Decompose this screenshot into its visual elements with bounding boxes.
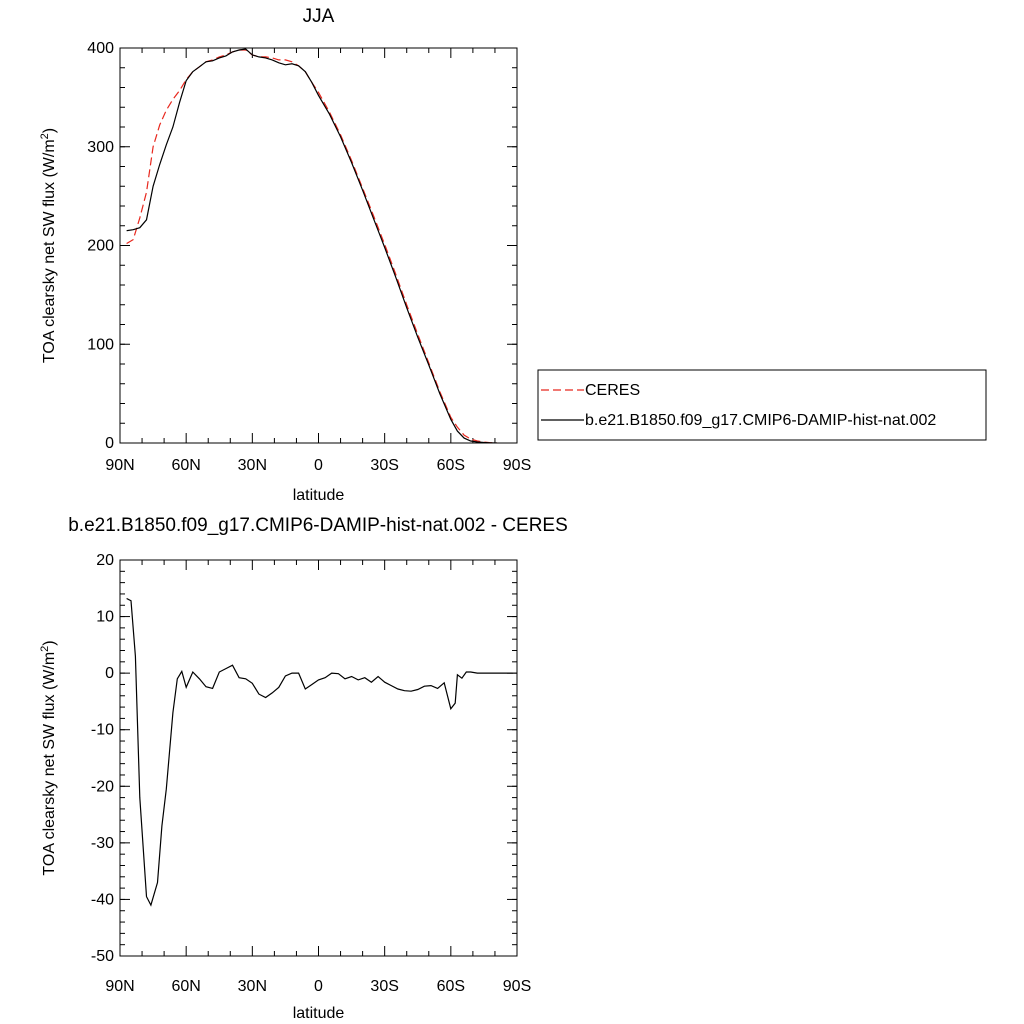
y-tick-label: -40 (91, 891, 114, 908)
y-tick-label: 10 (96, 609, 114, 626)
y-tick-label: 300 (87, 139, 114, 156)
x-tick-label: 0 (314, 978, 323, 995)
legend-label-0: CERES (585, 382, 640, 399)
y-axis-label: TOA clearsky net SW flux (W/m2) (39, 640, 58, 875)
x-tick-label: 30N (238, 978, 267, 995)
series-line-0 (126, 49, 498, 443)
x-tick-label: 60N (171, 457, 200, 474)
y-tick-label: -10 (91, 722, 114, 739)
x-axis-label: latitude (293, 487, 345, 504)
top-panel: JJA 90N 60N 30N 0 30S 60S 90S 0 100 200 300 400 latit… (39, 6, 531, 504)
plot-frame (119, 559, 518, 957)
y-tick-label: 0 (105, 435, 114, 452)
x-tick-label: 30S (370, 457, 398, 474)
legend-box (537, 369, 987, 441)
x-tick-label: 90N (105, 457, 134, 474)
difference-panel: b.e21.B1850.f09_g17.CMIP6-DAMIP-hist-nat… (39, 515, 568, 1022)
series-line-1 (126, 48, 498, 443)
y-tick-label: 400 (87, 40, 114, 57)
x-tick-label: 0 (314, 457, 323, 474)
x-tick-label: 90S (503, 978, 531, 995)
series-line-0 (126, 597, 513, 907)
x-tick-label: 60N (171, 978, 200, 995)
x-tick-label: 30N (238, 457, 267, 474)
y-tick-label: 0 (105, 665, 114, 682)
chart-title: JJA (303, 6, 335, 27)
chart-title: b.e21.B1850.f09_g17.CMIP6-DAMIP-hist-nat… (68, 515, 568, 536)
y-tick-label: -30 (91, 835, 114, 852)
y-tick-label: 100 (87, 336, 114, 353)
y-tick-label: 200 (87, 238, 114, 255)
y-tick-label: 20 (96, 552, 114, 569)
y-tick-label: -20 (91, 778, 114, 795)
x-axis-label: latitude (293, 1005, 345, 1022)
x-tick-label: 30S (370, 978, 398, 995)
x-tick-label: 90N (105, 978, 134, 995)
y-axis-label-end: ) (41, 640, 58, 645)
legend-label-1: b.e21.B1850.f09_g17.CMIP6-DAMIP-hist-nat… (585, 412, 936, 429)
y-axis-label-main: TOA clearsky net SW flux (W/m (41, 652, 58, 876)
plot-frame (119, 47, 518, 444)
y-axis-label-superscript: 2 (39, 646, 51, 652)
y-axis-label-superscript: 2 (39, 133, 51, 139)
y-tick-label: -50 (91, 948, 114, 965)
y-axis-label-main: TOA clearsky net SW flux (W/m (41, 139, 58, 363)
x-tick-label: 90S (503, 457, 531, 474)
y-axis-label: TOA clearsky net SW flux (W/m2) (39, 128, 58, 363)
y-axis-label-end: ) (41, 128, 58, 133)
legend: CERES b.e21.B1850.f09_g17.CMIP6-DAMIP-his… (537, 369, 987, 441)
x-tick-label: 60S (437, 978, 465, 995)
x-tick-label: 60S (437, 457, 465, 474)
